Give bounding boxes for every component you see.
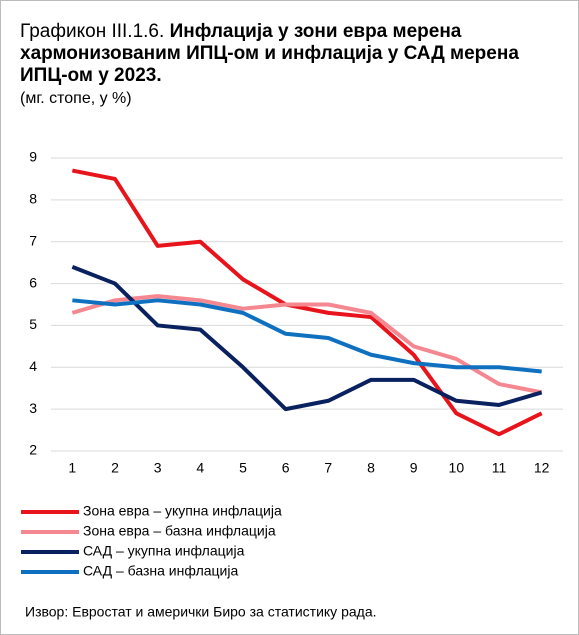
series-line: [71, 264, 543, 412]
y-tick-label: 3: [29, 400, 37, 416]
legend-label: Зона евра – укупна инфлација: [83, 503, 282, 519]
x-tick-label: 6: [282, 460, 290, 476]
chart-title: Инфлација у зони евра мерена хармонизова…: [20, 21, 519, 86]
x-tick-label: 5: [239, 460, 247, 476]
subtitle: (мг. стопе, у %): [20, 90, 132, 107]
y-tick-label: 2: [29, 442, 37, 458]
x-tick-label: 2: [111, 460, 119, 476]
legend-label: САД – базна инфлација: [83, 563, 238, 579]
header: Графикон III.1.6. Инфлација у зони евра …: [20, 21, 570, 110]
y-tick-label: 9: [29, 149, 37, 165]
source: Извор: Евростат и амерички Биро за стати…: [25, 604, 377, 620]
y-tick-label: 4: [29, 358, 37, 374]
y-tick-label: 5: [29, 316, 37, 332]
legend-label: Зона евра – базна инфлација: [83, 523, 276, 539]
x-tick-label: 3: [154, 460, 162, 476]
y-tick-label: 6: [29, 274, 37, 290]
y-tick-label: 7: [29, 232, 37, 248]
x-tick-label: 4: [196, 460, 204, 476]
series-line: [71, 294, 543, 395]
x-tick-label: 10: [449, 460, 465, 476]
title-label: Графикон III.1.6.: [20, 21, 165, 42]
x-tick-label: 8: [367, 460, 375, 476]
x-tick-label: 7: [324, 460, 332, 476]
x-tick-label: 1: [68, 460, 76, 476]
legend-label: САД – укупна инфлација: [83, 543, 245, 559]
y-tick-label: 8: [29, 191, 37, 207]
series-line: [72, 298, 542, 374]
series-line: [71, 168, 543, 437]
x-tick-label: 11: [492, 460, 507, 476]
x-tick-label: 12: [534, 460, 550, 476]
x-tick-label: 9: [410, 460, 418, 476]
